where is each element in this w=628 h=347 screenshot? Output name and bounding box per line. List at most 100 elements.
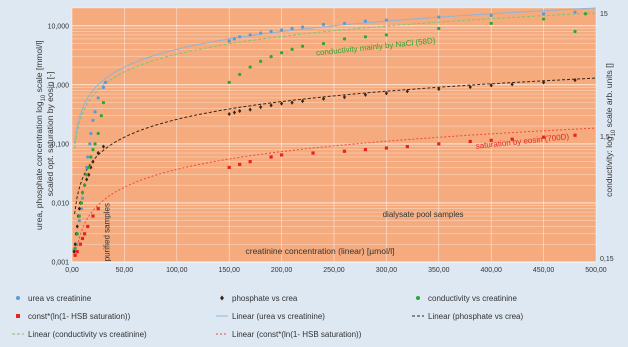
data-point [77, 206, 81, 211]
data-point [85, 173, 89, 177]
data-point [300, 44, 305, 48]
data-point [573, 29, 577, 34]
data-point [542, 135, 546, 139]
data-point [77, 214, 81, 218]
data-point [259, 31, 263, 35]
data-point [82, 232, 87, 236]
data-point [89, 131, 93, 136]
y-axis-label-left-line2: scaled opt. saturation by eosin [-] [45, 72, 55, 197]
data-point [238, 162, 242, 166]
data-point [437, 26, 441, 31]
x-tick-label: 50,00 [116, 267, 134, 274]
data-point [321, 22, 326, 27]
data-point [300, 99, 305, 104]
data-point [280, 51, 284, 55]
data-point [72, 249, 76, 254]
y-tick-label: 10,000 [48, 23, 70, 30]
data-point [227, 111, 231, 117]
legend: urea vs creatinine phosphate vs crea condu… [12, 294, 524, 339]
data-point [96, 150, 100, 156]
data-point [73, 253, 77, 257]
data-point [73, 242, 77, 247]
data-point [290, 47, 294, 51]
data-point [88, 142, 92, 146]
data-point [510, 137, 514, 141]
data-point [583, 12, 588, 16]
data-point [405, 89, 409, 94]
data-point [573, 133, 577, 137]
axis-ticks: 0,00 50,00 100,00 150,00 200,00 250,00 300,00 3… [48, 11, 614, 274]
legend-label: phosphate vs crea [232, 294, 298, 303]
data-point [489, 21, 493, 25]
data-point [248, 107, 252, 112]
data-point [542, 17, 546, 21]
trendlines [74, 7, 597, 247]
data-point [363, 148, 368, 152]
data-point [363, 35, 368, 39]
x-tick-label: 200,00 [271, 267, 293, 274]
x-tick-label: 0,00 [65, 267, 79, 274]
x-tick-label: 100,00 [166, 267, 188, 274]
data-point [363, 19, 368, 23]
data-point [77, 219, 81, 223]
data-point [342, 37, 347, 41]
data-point [384, 18, 388, 22]
data-point [91, 118, 95, 122]
data-point [85, 177, 89, 182]
x-tick-label: 500,00 [585, 267, 607, 274]
data-point [437, 15, 441, 19]
data-point [238, 72, 242, 77]
data-point [437, 86, 441, 92]
data-point [290, 100, 294, 105]
data-point [86, 155, 90, 159]
legend-marker [16, 296, 20, 300]
legend-label: const*(ln(1- HSB saturation)) [28, 312, 131, 321]
data-point [238, 35, 242, 39]
y-tick-label: 0,100 [51, 141, 69, 148]
data-point [259, 59, 263, 63]
data-point [232, 37, 237, 41]
data-point [280, 28, 284, 32]
data-point [82, 183, 87, 187]
data-point [99, 114, 103, 118]
data-point [232, 110, 237, 115]
data-point [300, 25, 305, 29]
data-point [80, 190, 85, 195]
data-point [89, 155, 93, 159]
data-point [280, 153, 284, 157]
data-point [96, 207, 100, 211]
data-point [73, 246, 77, 250]
legend-marker [220, 295, 224, 301]
data-point [227, 80, 231, 84]
legend-marker [16, 314, 20, 318]
y-tick-label: 0,010 [51, 200, 69, 207]
grid [71, 7, 597, 263]
x-tick-label: 400,00 [480, 267, 502, 274]
legend-label: Linear (urea vs creatinine) [232, 312, 325, 321]
x-axis-label: creatinine concentration (linear) [µmol/… [246, 246, 395, 256]
data-point [468, 139, 472, 144]
data-point [248, 33, 252, 37]
trendline [74, 7, 597, 144]
y2-tick-label: 1,5 [600, 134, 610, 141]
data-point [101, 101, 106, 105]
data-point [101, 144, 106, 149]
data-point [248, 65, 252, 69]
data-point [248, 160, 252, 164]
data-point [437, 142, 441, 146]
data-point [311, 151, 315, 155]
data-point [80, 236, 85, 241]
data-point [75, 224, 79, 229]
trendline [76, 127, 597, 247]
data-point [269, 29, 273, 34]
data-point [290, 26, 294, 31]
data-point [93, 142, 97, 146]
data-point [405, 144, 409, 149]
y-axis-label-left: urea, phosphate concentration log10 scal… [34, 38, 55, 230]
data-point [79, 207, 84, 211]
y2-tick-label: 15 [600, 11, 608, 18]
data-point [238, 108, 242, 114]
data-point [489, 13, 493, 17]
data-point [75, 250, 79, 254]
